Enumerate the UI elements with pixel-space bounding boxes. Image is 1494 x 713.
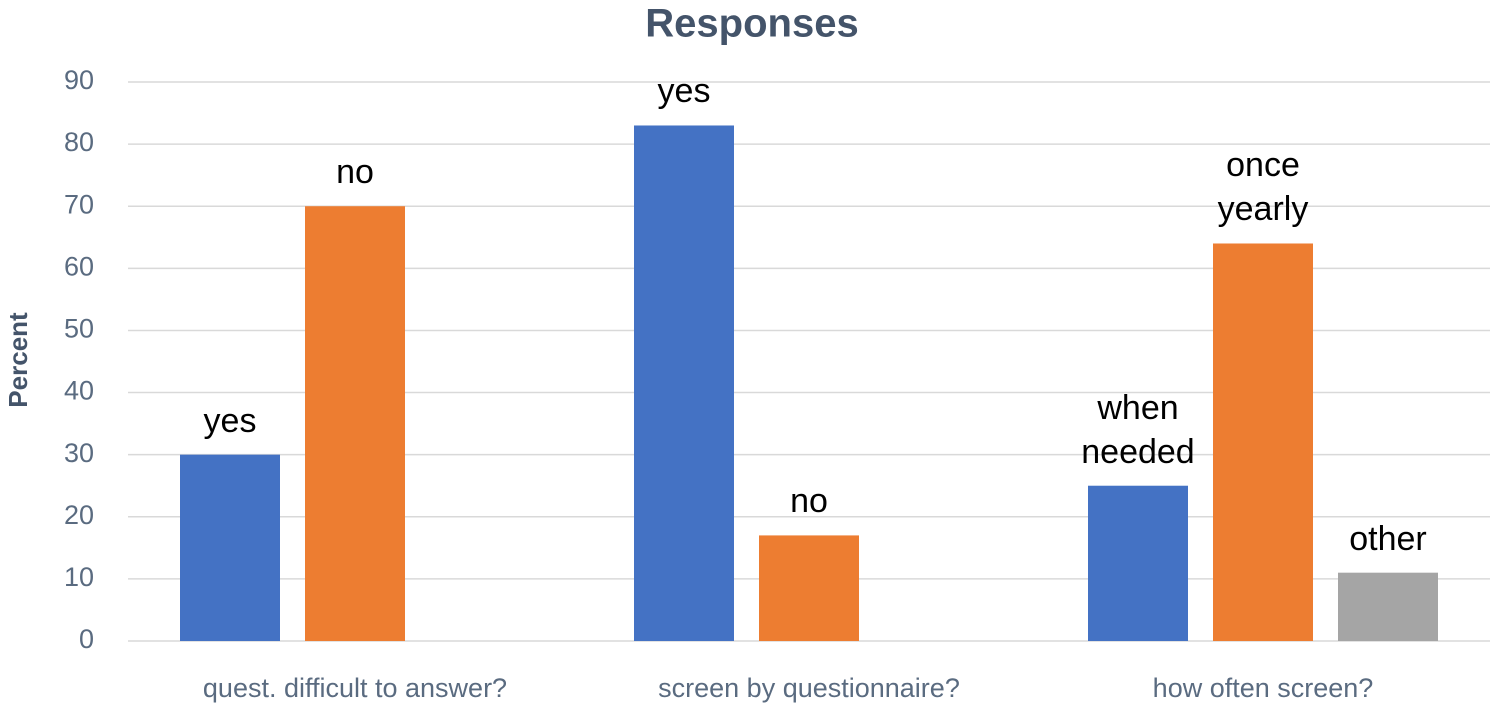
y-axis-label: Percent bbox=[3, 312, 33, 408]
bar-label: yes bbox=[203, 401, 257, 440]
bar-label-box: no bbox=[336, 153, 374, 192]
y-tick-label: 80 bbox=[64, 127, 94, 157]
bar bbox=[180, 454, 280, 641]
y-tick-label: 70 bbox=[64, 189, 94, 219]
y-tick-label: 20 bbox=[64, 500, 94, 530]
bar bbox=[1088, 485, 1188, 641]
bar-label: no bbox=[790, 482, 828, 521]
bar bbox=[759, 535, 859, 641]
x-tick-label: quest. difficult to answer? bbox=[203, 673, 507, 703]
bar-label: yes bbox=[657, 72, 711, 111]
bar bbox=[305, 206, 405, 641]
bar bbox=[634, 125, 734, 641]
chart-title: Responses bbox=[645, 2, 858, 46]
y-tick-label: 40 bbox=[64, 376, 94, 406]
y-tick-label: 0 bbox=[79, 624, 94, 654]
bar-label: other bbox=[1349, 519, 1427, 558]
bar bbox=[1338, 572, 1438, 641]
bar-label: no bbox=[336, 153, 374, 192]
bar bbox=[1213, 243, 1313, 641]
bar-label-box: other bbox=[1349, 519, 1427, 558]
y-tick-label: 90 bbox=[64, 65, 94, 95]
x-tick-label: how often screen? bbox=[1153, 673, 1374, 703]
bar-label-box: yes bbox=[657, 72, 711, 111]
y-tick-label: 10 bbox=[64, 562, 94, 592]
x-tick-label: screen by questionnaire? bbox=[658, 673, 960, 703]
y-tick-label: 50 bbox=[64, 314, 94, 344]
bar-label-box: when needed bbox=[1081, 388, 1195, 471]
y-tick-label: 60 bbox=[64, 251, 94, 281]
bar-label-box: no bbox=[790, 482, 828, 521]
y-tick-label: 30 bbox=[64, 438, 94, 468]
bar-label-box: yes bbox=[203, 401, 257, 440]
bar-label: when needed bbox=[1081, 388, 1195, 471]
bar-label: once yearly bbox=[1217, 146, 1309, 229]
bar-label-box: once yearly bbox=[1217, 146, 1309, 229]
